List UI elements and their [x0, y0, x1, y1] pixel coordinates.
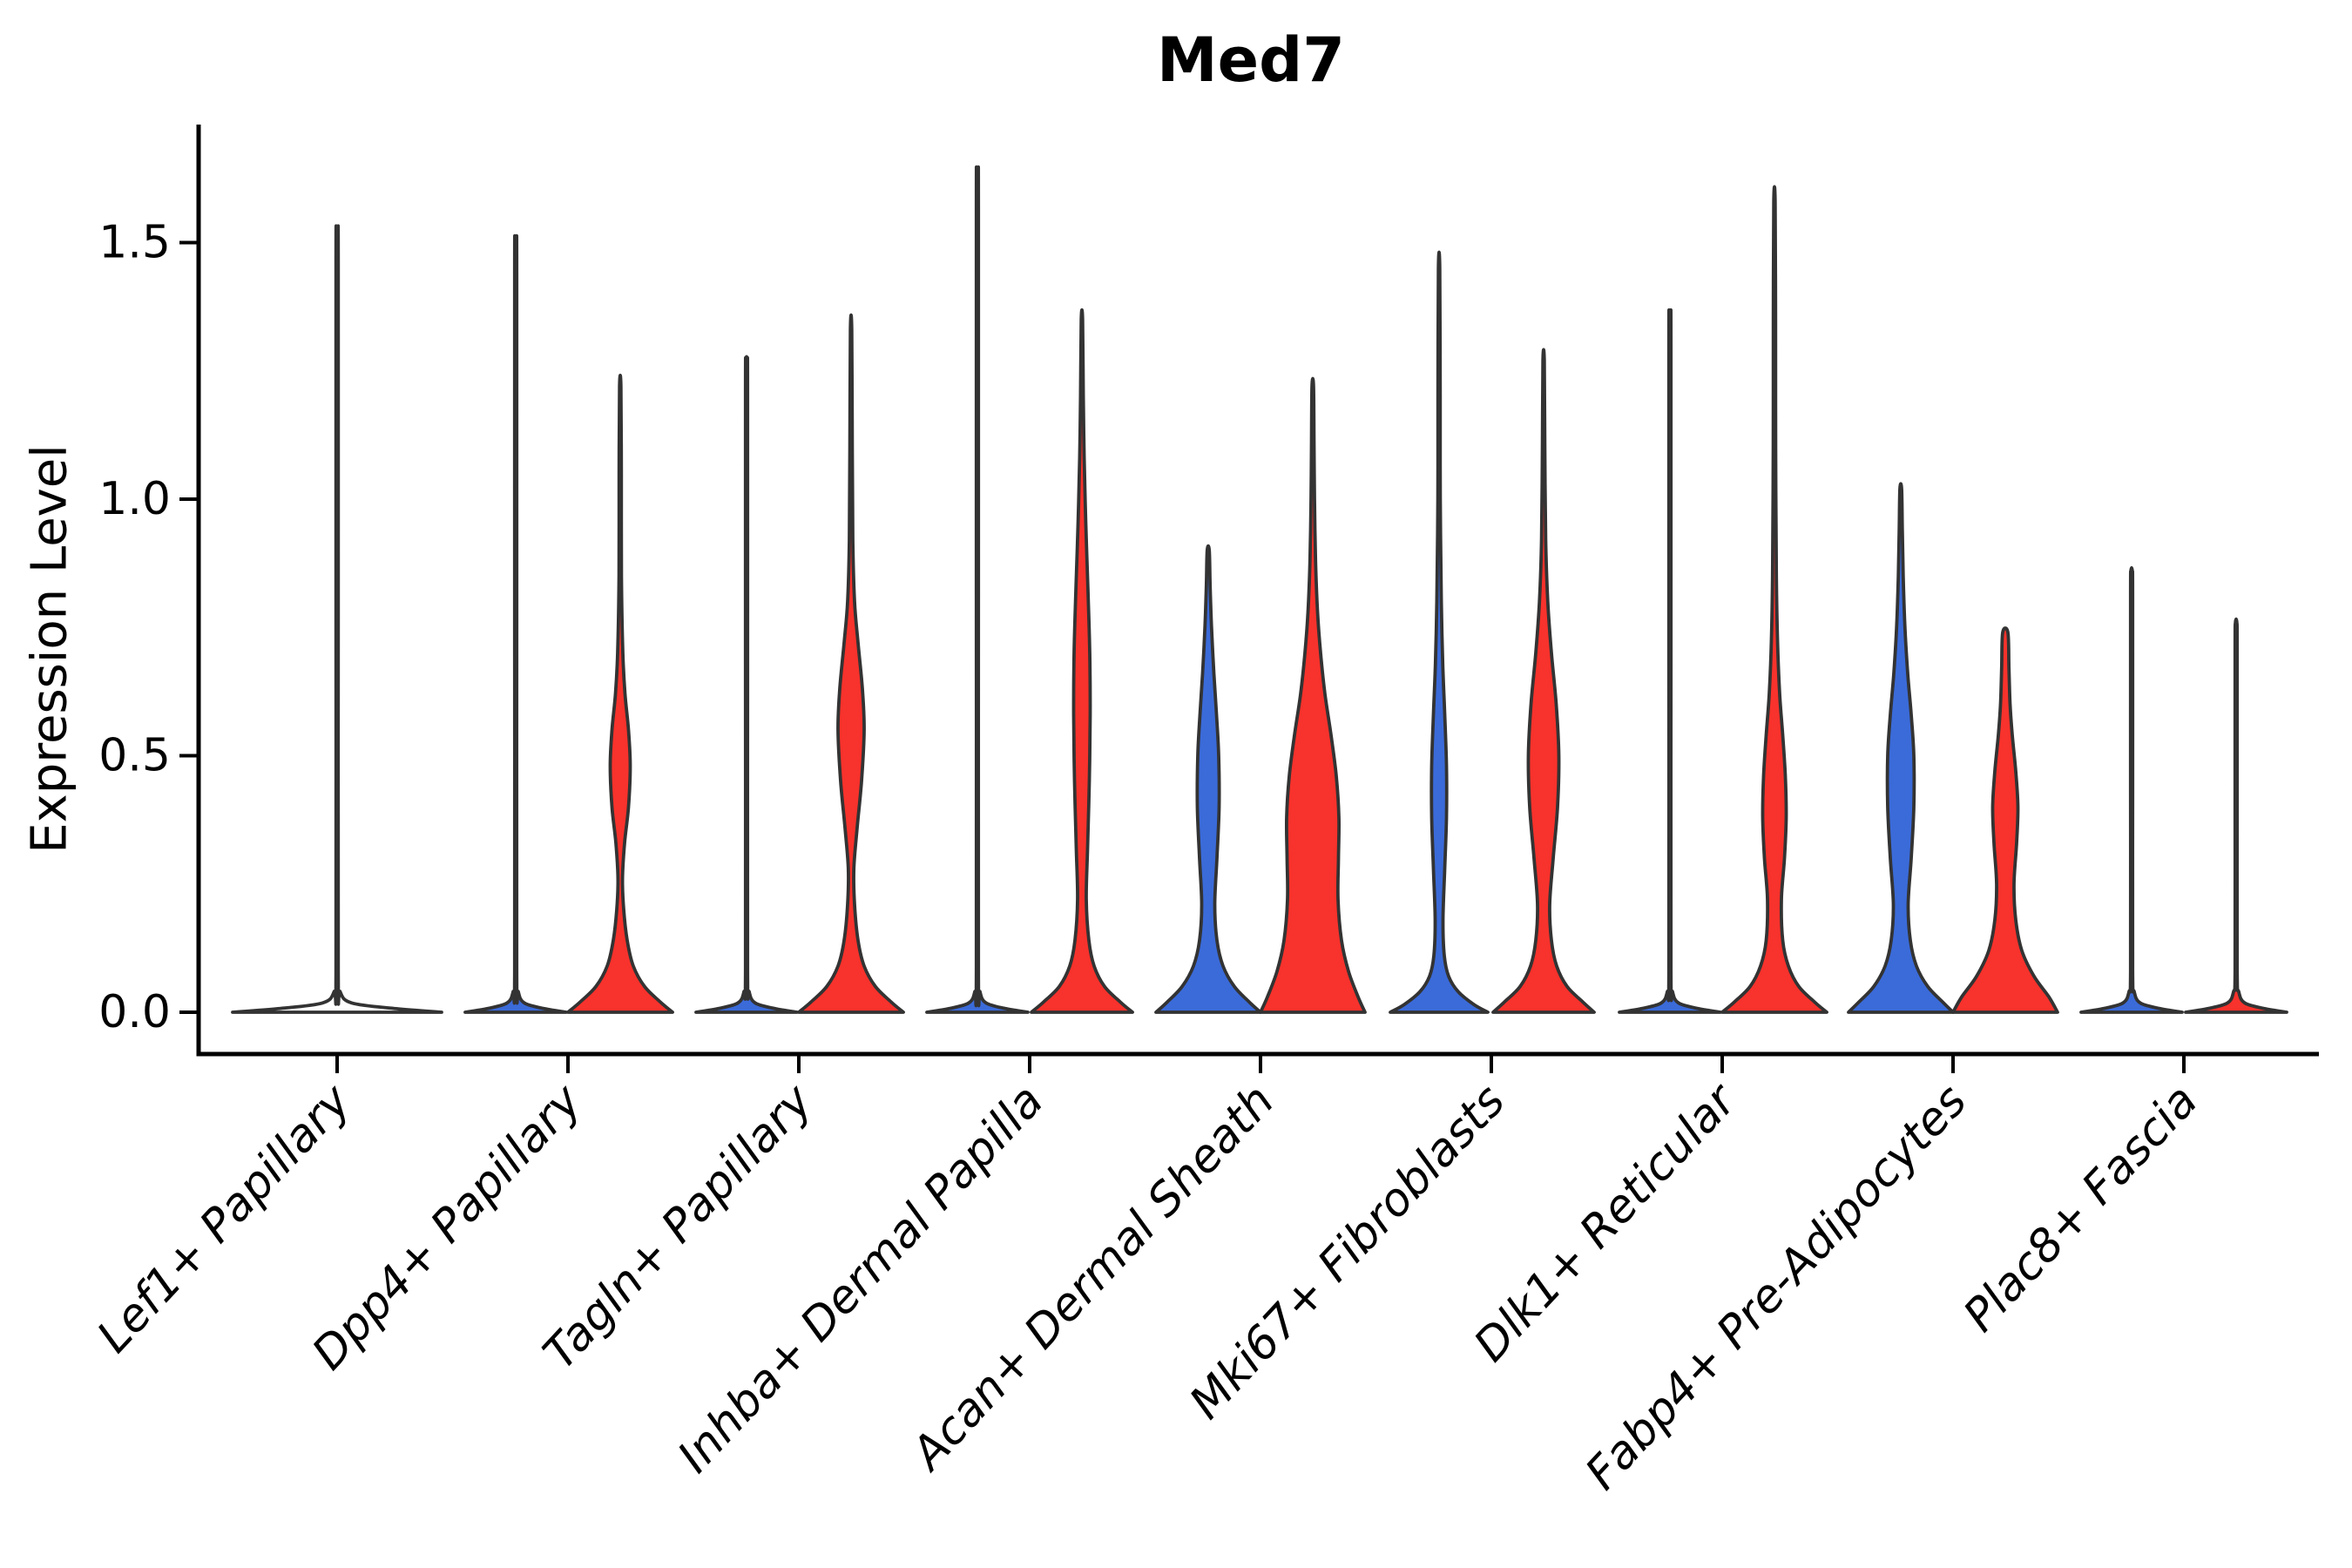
violin-dlk1-reticular-left — [1618, 308, 1722, 1014]
violin-tagln-papillary-right — [797, 313, 905, 1014]
y-axis-title: Expression Level — [21, 444, 78, 854]
violin-inhba-dermal-papilla-left — [925, 166, 1030, 1014]
violin-dlk1-reticular-right — [1720, 185, 1828, 1014]
violin-dpp4-papillary-left — [463, 233, 568, 1014]
x-tick-label: Fabp4+ Pre-Adipocytes — [1576, 1075, 1977, 1500]
violin-tagln-papillary-left — [694, 355, 799, 1014]
x-tick-label: Plac8+ Fascia — [1954, 1075, 2208, 1342]
violin-plac8-fascia-right — [2184, 617, 2288, 1014]
violin-mki67-fibroblasts-left — [1389, 250, 1490, 1014]
y-tick-label: 1.5 — [98, 217, 171, 269]
chart-title: Med7 — [1157, 24, 1345, 96]
violin-lef1-papillary-full — [231, 224, 443, 1014]
violin-acan-dermal-sheath-right — [1259, 376, 1367, 1014]
x-tick-label: Inhba+ Dermal Papilla — [668, 1075, 1054, 1483]
y-tick-label: 1.0 — [98, 473, 171, 525]
x-tick-label: Lef1+ Papillary — [88, 1074, 362, 1362]
violin-acan-dermal-sheath-left — [1154, 544, 1262, 1014]
violin-plac8-fascia-left — [2079, 565, 2184, 1014]
violin-fabp4-pre-adipocytes-right — [1951, 626, 2059, 1014]
y-tick-label: 0.5 — [98, 730, 171, 782]
violin-mki67-fibroblasts-right — [1491, 348, 1596, 1014]
violin-fabp4-pre-adipocytes-left — [1847, 482, 1955, 1014]
violin-inhba-dermal-papilla-right — [1030, 308, 1134, 1014]
violin-dpp4-papillary-right — [566, 374, 674, 1014]
y-tick-label: 0.0 — [98, 986, 171, 1038]
